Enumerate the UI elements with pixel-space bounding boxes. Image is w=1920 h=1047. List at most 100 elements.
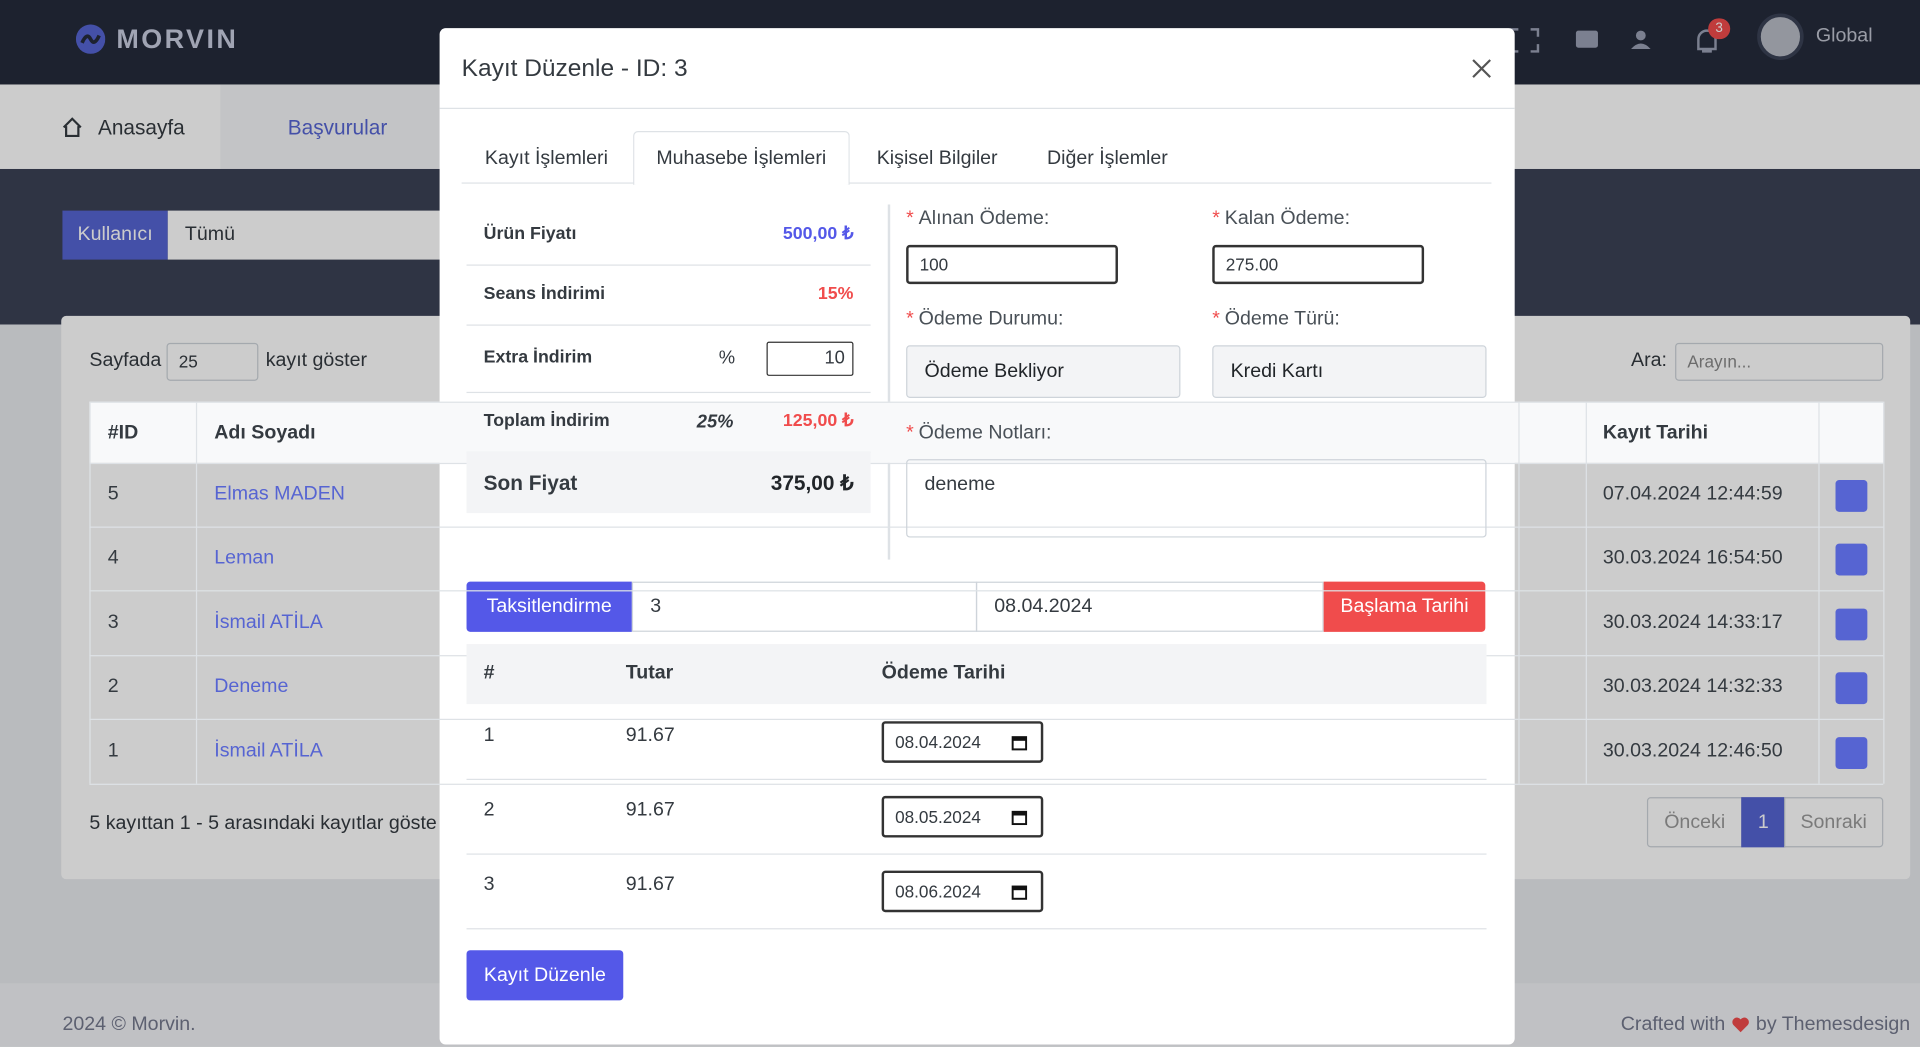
cell-date: 30.03.2024 16:54:50 — [1602, 547, 1783, 569]
schedule-date[interactable]: 08.04.2024 — [881, 721, 1044, 763]
header-cell: Adı Soyadı — [214, 422, 316, 444]
summary-value: 15% — [817, 284, 854, 304]
page-size[interactable]: 25 — [166, 342, 259, 381]
calendar-icon[interactable] — [1011, 809, 1028, 826]
calendar-icon[interactable] — [1011, 735, 1028, 751]
cell-date: 07.04.2024 12:44:59 — [1602, 483, 1783, 505]
summary-label: Extra İndirim — [483, 348, 593, 368]
cell-name[interactable]: Leman — [214, 547, 275, 569]
submit-button[interactable]: Kayıt Düzenle — [466, 950, 624, 1001]
user-name[interactable]: Global — [1815, 25, 1873, 47]
schedule-index: 2 — [483, 799, 495, 821]
cell-date: 30.03.2024 14:33:17 — [1602, 611, 1783, 633]
menu-item[interactable]: Anasayfa — [97, 116, 185, 140]
status-select[interactable]: Ödeme Bekliyor — [906, 345, 1181, 398]
installment-count[interactable]: 3 — [631, 581, 978, 632]
schedule-index: 1 — [483, 724, 495, 746]
cell-name[interactable]: İsmail ATİLA — [214, 611, 323, 633]
tab[interactable]: Muhasebe İşlemleri — [633, 131, 850, 185]
next-page[interactable]: Sonraki — [1784, 797, 1884, 848]
cell-date: 30.03.2024 12:46:50 — [1602, 740, 1783, 762]
required-mark: * — [906, 208, 914, 229]
filter-select[interactable]: Tümü — [167, 210, 462, 260]
filter-label: Kullanıcı — [62, 210, 168, 260]
page-number[interactable]: 1 — [1741, 797, 1786, 848]
heart-icon — [1732, 1017, 1749, 1033]
close-button[interactable] — [1471, 58, 1493, 80]
label-text: Ödeme Türü: — [1224, 308, 1340, 330]
edit-button[interactable] — [1835, 736, 1868, 769]
tab[interactable]: Diğer İşlemler — [1046, 148, 1168, 169]
cell-name[interactable]: Deneme — [214, 676, 289, 697]
start-date-button[interactable]: Başlama Tarihi — [1323, 581, 1486, 632]
avatar[interactable] — [1757, 13, 1804, 61]
edit-button[interactable] — [1835, 480, 1868, 512]
header-cell: #ID — [107, 422, 139, 444]
menu-active — [220, 84, 441, 169]
row-divider — [466, 264, 871, 266]
field-label: * Ödeme Durumu: — [906, 308, 1063, 330]
column-divider — [887, 204, 891, 560]
summary-unit: % — [718, 347, 736, 368]
search-input[interactable]: Arayın... — [1675, 342, 1884, 381]
extra-discount-input[interactable]: 10 — [766, 341, 854, 376]
row-divider — [466, 928, 1487, 930]
received-input[interactable]: 100 — [906, 244, 1118, 285]
edit-button[interactable] — [1835, 608, 1868, 641]
summary-value: 500,00 ₺ — [782, 224, 854, 244]
row-divider — [466, 778, 1487, 781]
brand[interactable]: MORVIN — [116, 23, 239, 54]
remaining-input[interactable]: 275.00 — [1212, 244, 1425, 285]
menu-item[interactable]: Başvurular — [287, 116, 388, 140]
column-border — [1883, 401, 1885, 784]
summary-value: 375,00 ₺ — [770, 470, 854, 495]
search-label: Ara: — [1631, 350, 1667, 372]
schedule-amount: 91.67 — [625, 874, 675, 896]
field-label: * Alınan Ödeme: — [906, 209, 1049, 229]
cell-id: 1 — [107, 740, 119, 762]
field-label: * Ödeme Türü: — [1212, 308, 1340, 330]
column-border — [1818, 401, 1820, 784]
installment-start-date[interactable]: 08.04.2024 — [975, 581, 1324, 632]
tabs-line — [461, 182, 1492, 184]
column-border — [195, 401, 198, 784]
schedule-date[interactable]: 08.06.2024 — [881, 870, 1044, 913]
required-mark: * — [1212, 308, 1220, 330]
home-icon — [62, 117, 82, 138]
type-select[interactable]: Kredi Kartı — [1212, 345, 1487, 398]
row-divider — [89, 719, 1884, 721]
edit-button[interactable] — [1835, 544, 1868, 576]
summary-label: Toplam İndirim — [483, 411, 610, 432]
modal-title: Kayıt Düzenle - ID: 3 — [461, 55, 688, 83]
installment-button[interactable]: Taksitlendirme — [466, 581, 632, 632]
tab[interactable]: Kişisel Bilgiler — [876, 148, 998, 169]
calendar-icon[interactable] — [1011, 884, 1028, 900]
schedule-header — [466, 644, 1487, 705]
required-mark: * — [906, 308, 914, 330]
summary-value: 125,00 ₺ — [782, 411, 854, 432]
length-suffix: kayıt göster — [265, 350, 367, 372]
footer-right: Crafted with by Themesdesign — [1620, 1013, 1911, 1035]
modal-header-divider — [439, 107, 1515, 109]
prev-page[interactable]: Önceki — [1646, 797, 1743, 848]
cell-name[interactable]: Elmas MADEN — [214, 483, 345, 505]
row-divider — [89, 526, 1884, 528]
schedule-amount: 91.67 — [625, 724, 675, 746]
required-mark: * — [906, 422, 914, 444]
footer-text: Crafted with — [1620, 1013, 1726, 1035]
edit-button[interactable] — [1835, 672, 1868, 705]
schedule-date[interactable]: 08.05.2024 — [881, 795, 1044, 838]
notes-textarea[interactable]: deneme — [906, 459, 1487, 538]
footer-text: by Themesdesign — [1755, 1013, 1911, 1035]
summary-row-bg — [466, 451, 871, 514]
cell-name[interactable]: İsmail ATİLA — [214, 740, 323, 762]
cell-id: 5 — [107, 483, 119, 505]
label-text: Kalan Ödeme: — [1224, 208, 1351, 229]
logo-icon — [75, 24, 106, 54]
label-text: Ödeme Notları: — [918, 422, 1052, 444]
tab[interactable]: Kayıt İşlemleri — [484, 148, 608, 169]
header-cell: Kayıt Tarihi — [1602, 422, 1709, 444]
